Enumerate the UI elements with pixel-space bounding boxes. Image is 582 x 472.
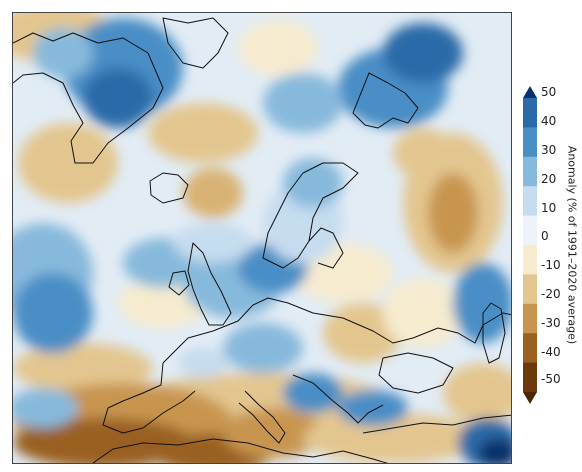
colorbar: [523, 86, 537, 404]
coastline-iceland: [149, 172, 189, 204]
colorbar-tick-label: 40: [541, 114, 557, 128]
coastline-greenland: [13, 32, 164, 164]
colorbar-segment: [523, 245, 537, 275]
colorbar-tick-label: -30: [541, 316, 561, 330]
colorbar-tick-label: -50: [541, 372, 561, 386]
colorbar-segment: [523, 98, 537, 128]
coastline-britain: [187, 242, 232, 326]
colorbar-tick-label: -40: [541, 345, 561, 359]
colorbar-tick-label: 10: [541, 201, 557, 215]
coastline-baltic: [308, 227, 344, 269]
colorbar-segment: [523, 274, 537, 305]
coastlines: [13, 17, 511, 463]
colorbar-title: Anomaly (% of 1991–2020 average): [565, 145, 579, 345]
coastline-balkans: [292, 374, 384, 424]
colorbar-segment: [523, 186, 537, 217]
colorbar-segment: [523, 303, 537, 334]
coastline-novaya-zemlya: [352, 72, 419, 129]
coastline-svalbard: [162, 17, 229, 69]
colorbar-extend-min: [523, 392, 537, 404]
colorbar-tick-label: -20: [541, 287, 561, 301]
coastline-caspian: [482, 302, 506, 364]
colorbar-tick-label: 20: [541, 172, 557, 186]
coastline-italy: [238, 390, 286, 444]
colorbar-extend-max: [523, 86, 537, 98]
coastline-black-sea: [378, 352, 454, 394]
coastline-iberia: [102, 362, 196, 434]
colorbar-segment: [523, 333, 537, 364]
colorbar-segment: [523, 215, 537, 246]
colorbar-tick-label: 0: [541, 229, 549, 243]
anomaly-map: [12, 12, 512, 464]
colorbar-tick-label: 50: [541, 85, 557, 99]
anomaly-field: [13, 13, 511, 463]
coastline-turkey: [362, 414, 511, 434]
coastline-scandinavia: [262, 162, 359, 269]
coastline-europe: [162, 297, 511, 364]
colorbar-segment: [523, 156, 537, 187]
colorbar-tick-label: -10: [541, 258, 561, 272]
coastline-north-africa: [92, 438, 389, 463]
coastline-ireland: [168, 270, 190, 296]
colorbar-segment: [523, 127, 537, 158]
colorbar-segment: [523, 362, 537, 393]
colorbar-tick-label: 30: [541, 143, 557, 157]
